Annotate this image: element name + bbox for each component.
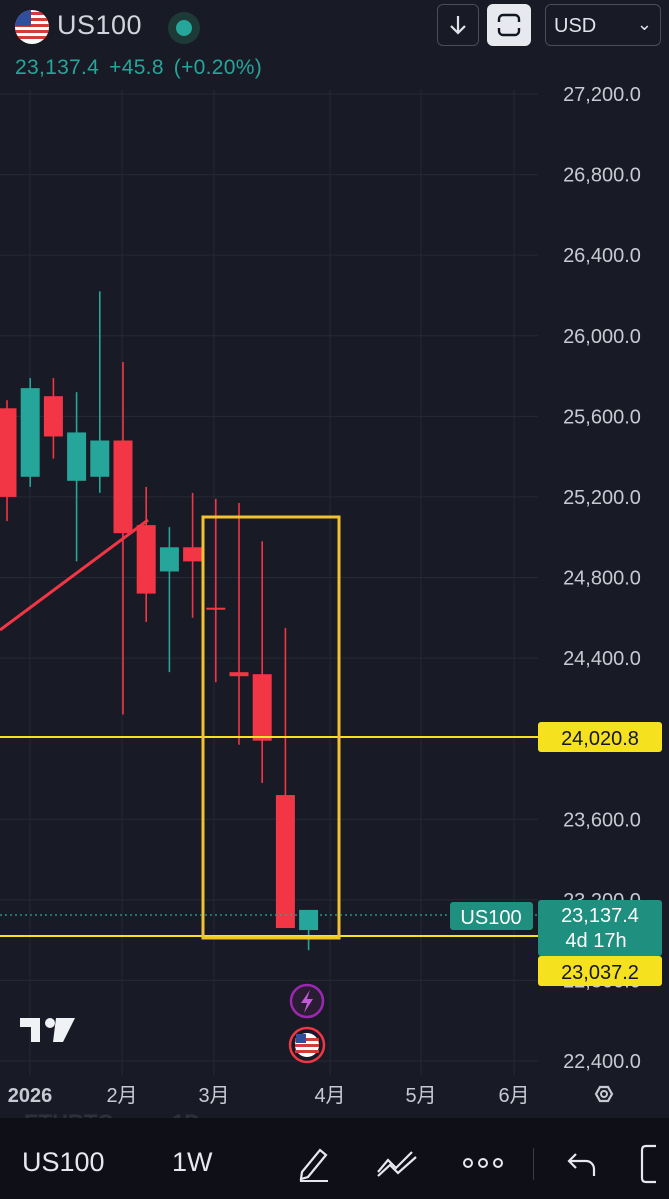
hline-24020-text: 24,020.8 xyxy=(561,728,639,750)
x-tick-label: 5月 xyxy=(405,1085,436,1107)
x-tick-label: 4月 xyxy=(314,1085,345,1107)
candle-body xyxy=(183,547,203,562)
indicators-icon[interactable] xyxy=(376,1148,418,1178)
candle-body xyxy=(159,547,179,572)
hline-label-23037: 23,037.2 xyxy=(538,956,662,986)
candle-body xyxy=(136,525,156,594)
fullscreen-icon[interactable] xyxy=(640,1144,669,1184)
trend-line xyxy=(0,518,149,632)
highlight-box xyxy=(201,515,341,940)
candle-body xyxy=(206,607,226,610)
chart-grid xyxy=(0,90,538,1075)
horizontal-lines xyxy=(0,736,538,937)
frame-icon xyxy=(497,13,521,37)
currency-select[interactable]: USD ⌄ xyxy=(545,4,661,46)
candle-body xyxy=(0,408,17,497)
x-tick-label: 2月 xyxy=(106,1085,137,1107)
y-tick-label: 25,600.0 xyxy=(563,406,641,428)
hline-23037-text: 23,037.2 xyxy=(561,962,639,984)
scroll-down-button[interactable] xyxy=(437,4,479,46)
last-price-symbol: US100 xyxy=(460,907,521,929)
symbol-title[interactable]: US100 xyxy=(57,10,143,40)
y-tick-label: 26,800.0 xyxy=(563,165,641,187)
pen-draw-icon[interactable] xyxy=(296,1142,332,1182)
bottom-toolbar: US100 1W xyxy=(0,1118,669,1199)
us-flag-event-icon[interactable] xyxy=(288,1026,326,1064)
price-change: +45.8 xyxy=(109,56,164,79)
candle-body xyxy=(20,388,40,477)
lightning-event-icon[interactable] xyxy=(289,983,325,1019)
time-axis: 2026 2月 3月 4月 5月 6月 xyxy=(8,1085,530,1107)
candle-body xyxy=(113,440,133,534)
last-price-value: 23,137.4 xyxy=(561,905,639,927)
candle-body xyxy=(90,440,110,477)
arrow-down-icon xyxy=(450,16,466,35)
hline-label-24020: 24,020.8 xyxy=(538,722,662,752)
y-tick-label: 24,800.0 xyxy=(563,568,641,590)
fullscreen-button[interactable] xyxy=(487,4,531,46)
last-price: 23,137.4 xyxy=(15,56,100,79)
price-change-pct: (+0.20%) xyxy=(173,56,262,79)
chart-header: US100 23,137.4 +45.8 (+0.20%) USD ⌄ xyxy=(0,0,669,90)
toolbar-divider xyxy=(533,1148,534,1180)
candle-body xyxy=(252,674,272,741)
toolbar-symbol[interactable]: US100 xyxy=(22,1147,105,1177)
candle-body xyxy=(43,396,63,437)
last-price-label: US100 23,137.4 4d 17h xyxy=(450,900,662,956)
chevron-down-icon: ⌄ xyxy=(636,14,652,34)
chart-settings-icon[interactable] xyxy=(594,1085,614,1103)
market-open-indicator xyxy=(168,12,200,44)
y-tick-label: 23,600.0 xyxy=(563,809,641,831)
y-tick-label: 25,200.0 xyxy=(563,487,641,509)
x-tick-label: 3月 xyxy=(198,1085,229,1107)
x-tick-label: 6月 xyxy=(498,1085,529,1107)
candles xyxy=(0,291,319,951)
quote-line: 23,137.4 +45.8 (+0.20%) xyxy=(15,56,272,80)
more-options-icon[interactable] xyxy=(462,1156,504,1170)
y-tick-label: 27,200.0 xyxy=(563,84,641,106)
y-tick-label: 26,400.0 xyxy=(563,245,641,267)
undo-icon[interactable] xyxy=(566,1150,598,1178)
y-tick-label: 26,000.0 xyxy=(563,326,641,348)
currency-label: USD xyxy=(554,15,597,37)
us-flag-icon xyxy=(15,10,49,44)
tradingview-logo xyxy=(20,1018,75,1042)
y-tick-label: 24,400.0 xyxy=(563,648,641,670)
trend-line-segment xyxy=(0,518,149,632)
candle-body xyxy=(299,909,319,931)
candle-body xyxy=(67,432,87,481)
candle-body xyxy=(229,672,249,677)
x-tick-label: 2026 xyxy=(8,1085,53,1107)
toolbar-interval[interactable]: 1W xyxy=(172,1147,213,1177)
y-tick-label: 22,400.0 xyxy=(563,1051,641,1073)
candle-body xyxy=(275,795,295,929)
bar-countdown: 4d 17h xyxy=(565,930,626,952)
